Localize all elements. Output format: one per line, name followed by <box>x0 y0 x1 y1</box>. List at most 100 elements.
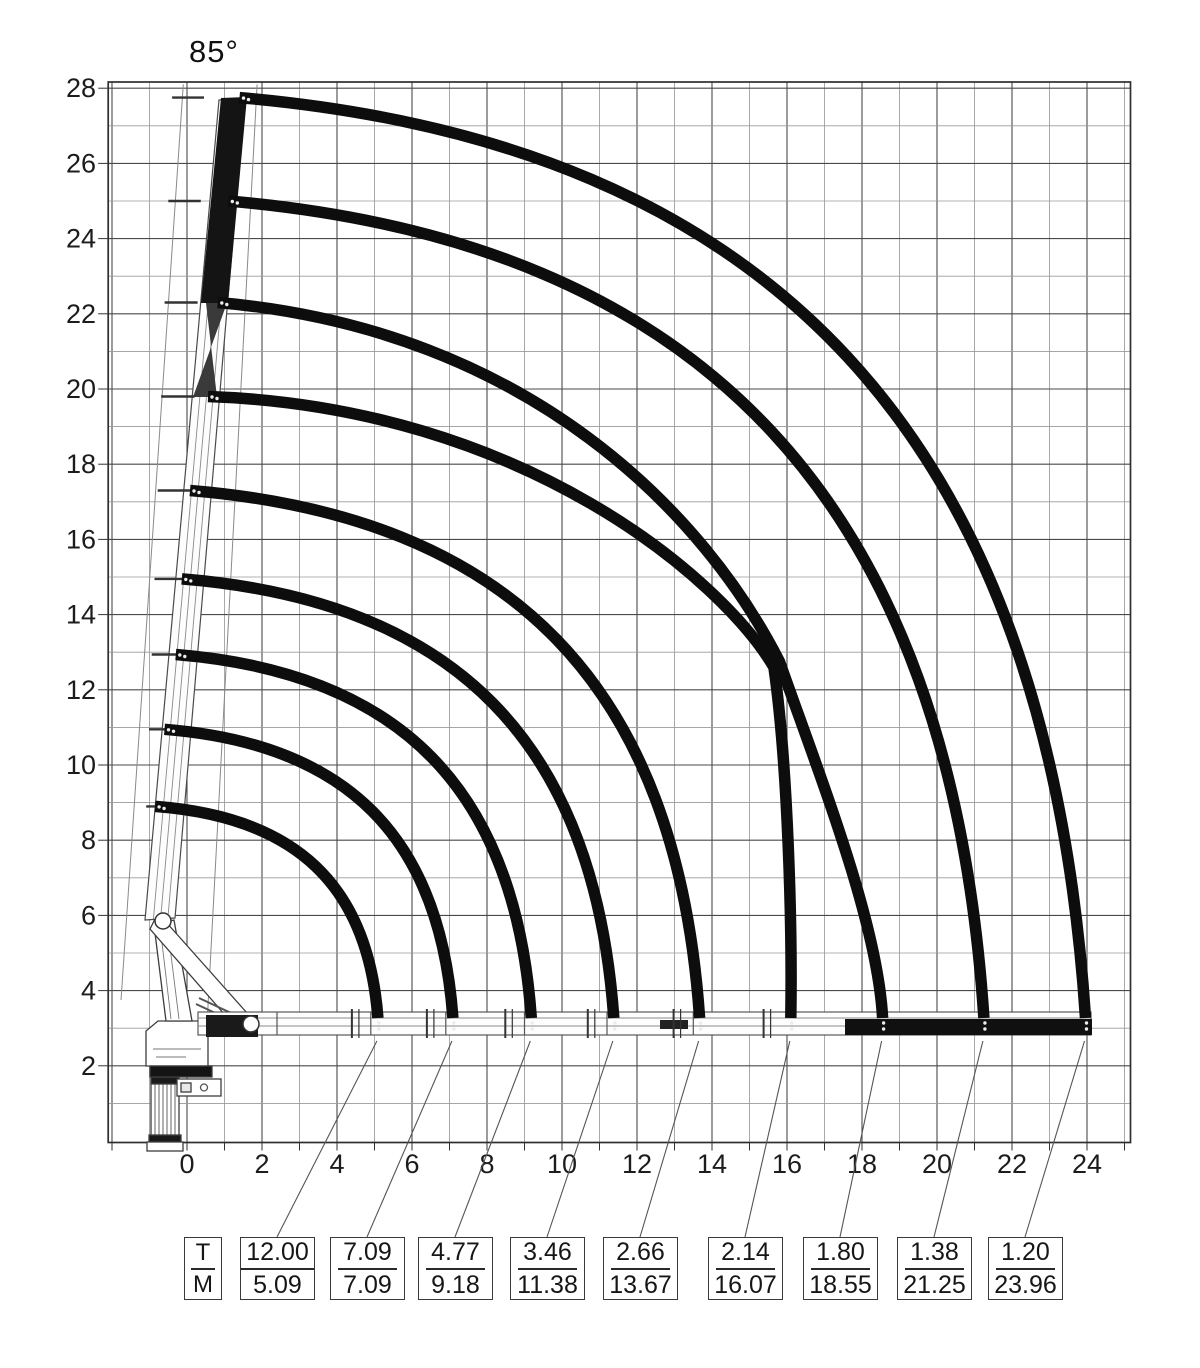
load-tonnes-value: 12.00 <box>241 1238 314 1270</box>
boom-root-joint-circle <box>242 1015 260 1033</box>
tip-marker-dot <box>225 302 229 307</box>
load-curve <box>175 648 538 1019</box>
y-axis-label: 14 <box>66 600 96 630</box>
chassis-notch <box>180 1082 192 1093</box>
horizontal-boom-art <box>197 1009 1092 1038</box>
bottom-marker-dot <box>452 1027 456 1031</box>
y-axis-label: 20 <box>66 374 96 404</box>
table-leader-line <box>366 1040 453 1238</box>
outreach-metres-value: 13.67 <box>609 1271 672 1299</box>
vertical-boom-mid-shade <box>193 303 227 397</box>
capacity-column-box: 2.14 16.07 <box>708 1237 783 1300</box>
tip-marker-dot <box>171 729 176 733</box>
outreach-metres-value: 18.55 <box>809 1271 872 1299</box>
tip-marker-dot <box>215 396 219 401</box>
bottom-marker-dot <box>983 1021 987 1025</box>
capacity-column-box: 1.20 23.96 <box>988 1237 1063 1300</box>
capacity-column-box: 7.09 7.09 <box>330 1237 405 1300</box>
vertical-boom-dark-top <box>201 97 247 303</box>
tip-marker-dot <box>184 577 188 582</box>
y-axis-label: 6 <box>81 900 96 930</box>
table-header-outreach-symbol: M <box>193 1271 213 1298</box>
capacity-column-box: 1.38 21.25 <box>897 1237 972 1300</box>
outreach-metres-value: 16.07 <box>714 1271 777 1299</box>
tip-marker-dot <box>166 728 171 732</box>
y-axis-label: 18 <box>66 449 96 479</box>
capacity-column-box: 2.66 13.67 <box>603 1237 678 1300</box>
tip-marker-dot <box>157 805 161 809</box>
axis-labels-layer: 0 2 4 6 8 10 12 14 16 18 20 22 242468101214161820222… <box>66 73 1102 1179</box>
tip-marker-dot <box>210 395 214 399</box>
load-curve <box>154 800 384 1019</box>
x-axis-label: 6 <box>404 1149 419 1179</box>
x-axis-label: 4 <box>329 1149 344 1179</box>
curve-end-markers <box>157 96 1089 1031</box>
bottom-marker-dot <box>1084 1021 1089 1025</box>
x-axis-label: 14 <box>697 1149 727 1179</box>
load-curve <box>239 91 1092 1019</box>
x-axis-label: 0 <box>179 1149 194 1179</box>
load-curve <box>227 195 990 1019</box>
load-tonnes-value: 1.80 <box>811 1238 870 1270</box>
load-tonnes-value: 4.77 <box>426 1238 485 1270</box>
tip-marker-dot <box>183 654 187 659</box>
load-tonnes-value: 2.14 <box>716 1238 775 1270</box>
y-axis-label: 8 <box>81 825 96 855</box>
table-leader-line <box>839 1040 883 1238</box>
x-axis-label: 12 <box>622 1149 652 1179</box>
x-axis-label: 8 <box>479 1149 494 1179</box>
y-axis-label: 26 <box>66 148 96 178</box>
tower-foot-pad <box>146 1141 184 1152</box>
bottom-marker-dot <box>881 1021 886 1025</box>
tip-marker-dot <box>220 301 224 305</box>
bottom-marker-dot <box>983 1027 987 1031</box>
bottom-marker-dot <box>530 1027 534 1031</box>
table-leader-line <box>933 1040 984 1238</box>
bottom-marker-dot <box>881 1027 886 1031</box>
tip-marker-dot <box>178 653 182 657</box>
capacity-column-box: 12.00 5.09 <box>240 1237 315 1300</box>
bottom-marker-dot <box>1084 1027 1089 1031</box>
x-axis-label: 22 <box>997 1149 1027 1179</box>
x-axis-label: 2 <box>254 1149 269 1179</box>
x-axis-label: 16 <box>772 1149 802 1179</box>
x-axis-label: 24 <box>1072 1149 1102 1179</box>
bottom-marker-dot <box>698 1027 703 1031</box>
table-header-load-symbol: T <box>190 1239 216 1270</box>
bottom-marker-dot <box>698 1021 703 1025</box>
capacity-column-box: 1.80 18.55 <box>803 1237 878 1300</box>
tip-marker-dot <box>246 97 251 102</box>
y-axis-label: 2 <box>81 1051 96 1081</box>
slew-ring-plate <box>149 1065 213 1078</box>
outreach-metres-value: 9.18 <box>431 1271 480 1299</box>
load-tonnes-value: 3.46 <box>518 1238 577 1270</box>
load-curve <box>217 296 889 1019</box>
outreach-metres-value: 11.38 <box>517 1271 578 1299</box>
tower-bottom-band <box>148 1134 182 1143</box>
knuckle-joint-circle <box>154 912 172 930</box>
bottom-marker-dot <box>790 1027 794 1031</box>
x-axis-label: 10 <box>547 1149 577 1179</box>
max-boom-angle-label: 85° <box>189 34 239 69</box>
plot-border <box>107 81 1132 1144</box>
y-axis-label: 16 <box>66 524 96 554</box>
outreach-metres-value: 7.09 <box>343 1271 392 1299</box>
capacity-column-box: 4.77 9.18 <box>418 1237 493 1300</box>
x-axis-label: 18 <box>847 1149 877 1179</box>
leader-lines-layer <box>276 1040 1086 1238</box>
load-curves-layer <box>154 91 1092 1019</box>
tower-top-band <box>150 1076 180 1085</box>
y-axis-label: 10 <box>66 750 96 780</box>
table-leader-line <box>276 1040 378 1238</box>
load-curve <box>207 390 797 1019</box>
outreach-metres-value: 5.09 <box>253 1271 302 1299</box>
bottom-marker-dot <box>530 1021 534 1025</box>
table-leader-line <box>1024 1040 1086 1238</box>
bottom-marker-dot <box>613 1027 617 1031</box>
bottom-marker-dot <box>790 1021 794 1025</box>
bottom-marker-dot <box>452 1021 456 1025</box>
crane-base-art <box>145 911 248 1152</box>
